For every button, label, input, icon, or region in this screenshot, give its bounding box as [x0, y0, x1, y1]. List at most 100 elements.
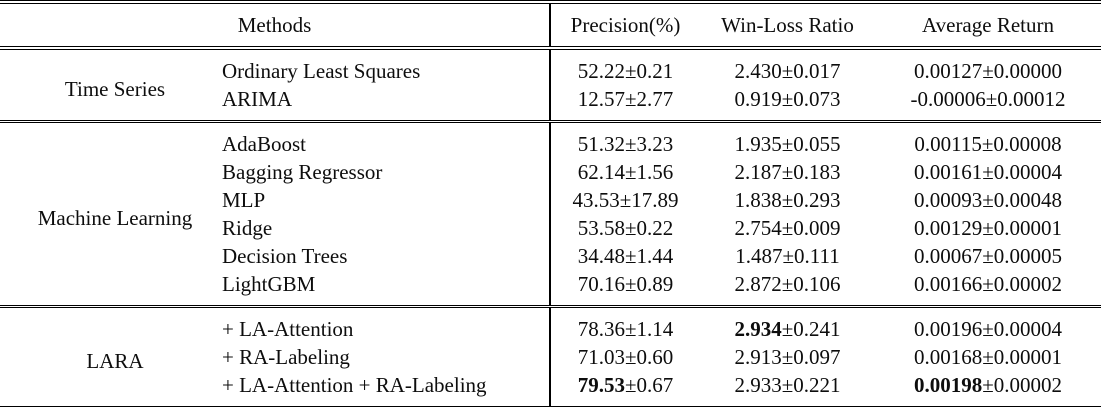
- table-row: + RA-Labeling 71.03±0.60 2.913±0.097 0.0…: [0, 343, 1101, 371]
- value-text: 0.919±0.073: [734, 87, 841, 111]
- category-cell: Machine Learning: [37, 205, 193, 230]
- precision-cell: 79.53±0.67: [549, 371, 700, 407]
- header-row: Methods Precision(%) Win-Loss Ratio Aver…: [0, 2, 1101, 48]
- avg-return-cell: 0.00168±0.00001: [875, 343, 1101, 371]
- avg-return-cell: 0.00127±0.00000: [875, 48, 1101, 85]
- avg-return-cell: 0.00067±0.00005: [875, 242, 1101, 270]
- value-text: 2.187±0.183: [734, 160, 841, 184]
- win-loss-cell: 0.919±0.073: [700, 85, 875, 122]
- precision-cell: 43.53±17.89: [549, 186, 700, 214]
- table-row: MLP 43.53±17.89 1.838±0.293 0.00093±0.00…: [0, 186, 1101, 214]
- value-text: ±0.00002: [982, 373, 1063, 397]
- table-row: LightGBM 70.16±0.89 2.872±0.106 0.00166±…: [0, 270, 1101, 307]
- value-text: ±0.241: [781, 317, 841, 341]
- value-text: 70.16±0.89: [577, 272, 674, 296]
- precision-cell: 78.36±1.14: [549, 306, 700, 343]
- value-text: 1.838±0.293: [734, 188, 841, 212]
- header-precision: Precision(%): [549, 2, 700, 48]
- win-loss-cell: 2.430±0.017: [700, 48, 875, 85]
- value-text: 0.00127±0.00000: [913, 59, 1063, 83]
- method-cell: + RA-Labeling: [222, 345, 350, 369]
- method-cell: Ordinary Least Squares: [222, 59, 421, 83]
- win-loss-cell: 1.487±0.111: [700, 242, 875, 270]
- value-text: 43.53±17.89: [572, 188, 679, 212]
- table-row: Ridge 53.58±0.22 2.754±0.009 0.00129±0.0…: [0, 214, 1101, 242]
- win-loss-cell: 2.754±0.009: [700, 214, 875, 242]
- precision-cell: 34.48±1.44: [549, 242, 700, 270]
- win-loss-cell: 1.935±0.055: [700, 122, 875, 159]
- table-header: Methods Precision(%) Win-Loss Ratio Aver…: [0, 2, 1101, 48]
- value-text: 0.00166±0.00002: [913, 272, 1063, 296]
- precision-cell: 12.57±2.77: [549, 85, 700, 122]
- method-cell: AdaBoost: [222, 132, 306, 156]
- value-text: 0.00196±0.00004: [913, 317, 1063, 341]
- avg-return-cell: 0.00196±0.00004: [875, 307, 1101, 344]
- value-text: 71.03±0.60: [577, 345, 674, 369]
- value-text: 0.00067±0.00005: [913, 244, 1063, 268]
- precision-cell: 70.16±0.89: [549, 270, 700, 307]
- win-loss-cell: 2.187±0.183: [700, 158, 875, 186]
- avg-return-cell: 0.00198±0.00002: [875, 371, 1101, 407]
- win-loss-cell: 2.872±0.106: [700, 270, 875, 307]
- avg-return-cell: -0.00006±0.00012: [875, 85, 1101, 122]
- avg-return-cell: 0.00093±0.00048: [875, 186, 1101, 214]
- table-row: Machine Learning AdaBoost 51.32±3.23 1.9…: [0, 121, 1101, 230]
- avg-return-cell: 0.00129±0.00001: [875, 214, 1101, 242]
- table-row: Decision Trees 34.48±1.44 1.487±0.111 0.…: [0, 242, 1101, 270]
- method-cell: LightGBM: [222, 272, 316, 296]
- header-win-loss-ratio: Win-Loss Ratio: [721, 13, 854, 37]
- value-text: 34.48±1.44: [577, 244, 674, 268]
- precision-cell: 53.58±0.22: [549, 214, 700, 242]
- value-text: 0.00129±0.00001: [913, 216, 1063, 240]
- value-text: 0.00093±0.00048: [913, 188, 1063, 212]
- value-text: 0.00168±0.00001: [913, 345, 1063, 369]
- value-text: 2.933±0.221: [734, 373, 841, 397]
- value-text: 51.32±3.23: [577, 132, 674, 156]
- value-text: 2.754±0.009: [734, 216, 841, 240]
- section-machine-learning: Machine Learning AdaBoost 51.32±3.23 1.9…: [0, 121, 1101, 307]
- section-lara: LARA + LA-Attention 78.36±1.14 2.934±0.2…: [0, 306, 1101, 407]
- value-text: 0.00161±0.00004: [913, 160, 1063, 184]
- value-text: 1.487±0.111: [735, 244, 840, 268]
- category-cell: Time Series: [64, 76, 166, 101]
- value-text: 12.57±2.77: [577, 87, 674, 111]
- value-text: 2.430±0.017: [734, 59, 841, 83]
- method-cell: MLP: [222, 188, 266, 212]
- value-text: 53.58±0.22: [577, 216, 674, 240]
- precision-cell: 71.03±0.60: [549, 343, 700, 371]
- method-cell: Decision Trees: [222, 244, 348, 268]
- header-average-return: Average Return: [922, 13, 1054, 37]
- header-methods: Methods: [237, 13, 312, 37]
- value-text: 1.935±0.055: [734, 132, 841, 156]
- value-text: 0.00115±0.00008: [914, 132, 1062, 156]
- category-cell: LARA: [86, 348, 144, 373]
- avg-return-cell: 0.00161±0.00004: [875, 158, 1101, 186]
- table-row: Bagging Regressor 62.14±1.56 2.187±0.183…: [0, 158, 1101, 186]
- value-text: 62.14±1.56: [577, 160, 674, 184]
- value-text: 78.36±1.14: [577, 317, 674, 341]
- value-text: 2.913±0.097: [734, 345, 841, 369]
- value-bold-text: 79.53: [577, 373, 625, 397]
- value-text: 52.22±0.21: [577, 59, 674, 83]
- table-row: ARIMA 12.57±2.77 0.919±0.073 -0.00006±0.…: [0, 85, 1101, 122]
- value-text: 2.872±0.106: [734, 272, 841, 296]
- precision-cell: 52.22±0.21: [549, 48, 700, 85]
- win-loss-cell: 2.934±0.241: [700, 307, 875, 344]
- method-cell: Ridge: [222, 216, 273, 240]
- method-cell: ARIMA: [222, 87, 293, 111]
- avg-return-cell: 0.00166±0.00002: [875, 270, 1101, 307]
- value-text: ±0.67: [624, 373, 674, 397]
- method-cell: + LA-Attention: [222, 317, 354, 341]
- method-cell: + LA-Attention + RA-Labeling: [222, 373, 487, 397]
- value-bold-text: 2.934: [734, 317, 782, 341]
- table-row: + LA-Attention + RA-Labeling 79.53±0.67 …: [0, 371, 1101, 407]
- table-row: LARA + LA-Attention 78.36±1.14 2.934±0.2…: [0, 306, 1101, 373]
- section-time-series: Time Series Ordinary Least Squares 52.22…: [0, 48, 1101, 122]
- win-loss-cell: 2.913±0.097: [700, 343, 875, 371]
- precision-cell: 51.32±3.23: [549, 121, 700, 158]
- avg-return-cell: 0.00115±0.00008: [875, 122, 1101, 159]
- value-text: -0.00006±0.00012: [910, 87, 1066, 111]
- win-loss-cell: 1.838±0.293: [700, 186, 875, 214]
